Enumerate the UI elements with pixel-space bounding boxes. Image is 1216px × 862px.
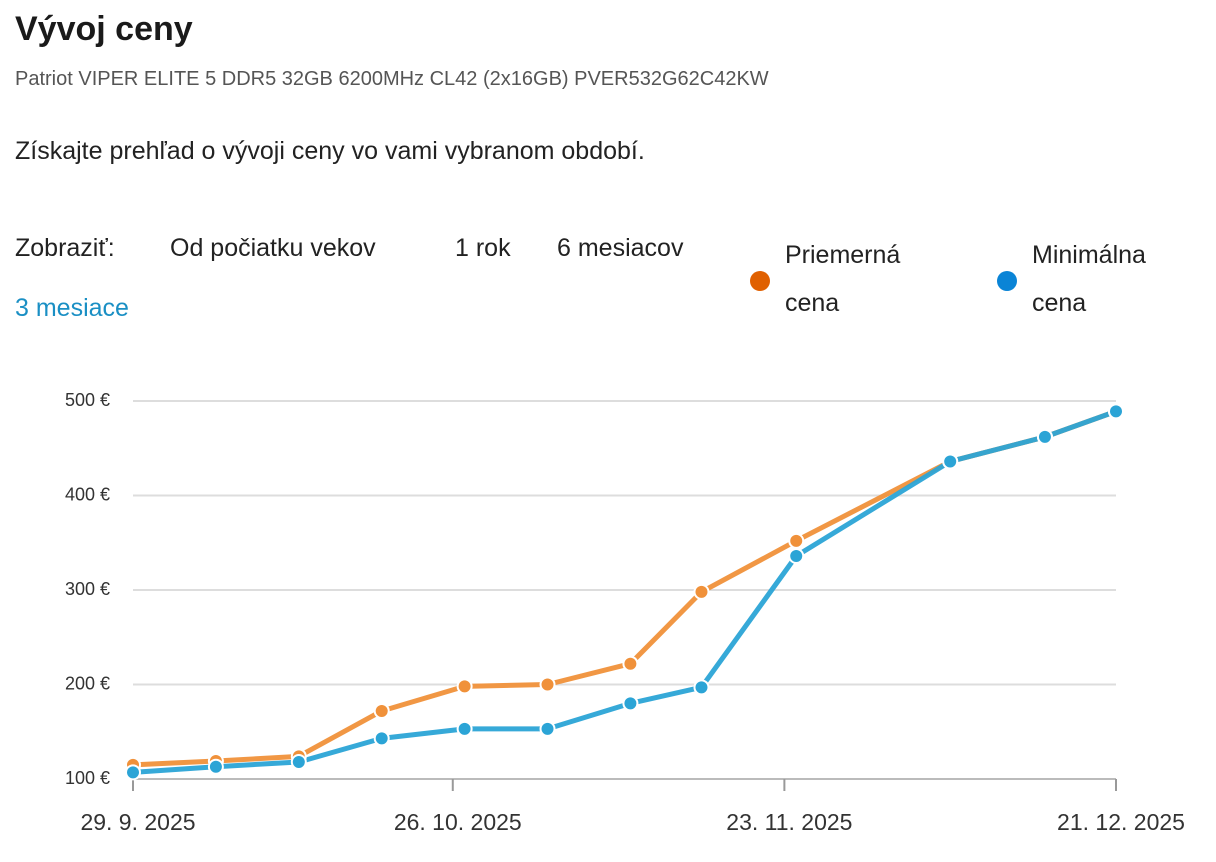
x-tick-label: 29. 9. 2025 xyxy=(80,809,195,835)
point xyxy=(693,583,710,600)
filter-option[interactable]: 6 mesiacov xyxy=(557,234,684,262)
y-tick-label: 300 € xyxy=(65,579,110,599)
point xyxy=(622,655,639,672)
x-tick-label: 21. 12. 2025 xyxy=(1057,809,1185,835)
point xyxy=(125,764,141,781)
x-tick-label: 23. 11. 2025 xyxy=(726,809,852,835)
point xyxy=(1108,403,1124,420)
point xyxy=(373,702,390,719)
legend-label[interactable]: Minimálna cena xyxy=(1032,241,1146,317)
legend-label[interactable]: Priemerná cena xyxy=(785,241,901,317)
filter-option[interactable]: Od počiatku vekov xyxy=(170,234,376,262)
filter-label: Zobraziť: xyxy=(15,234,115,262)
legend-marker xyxy=(997,271,1017,291)
line xyxy=(132,409,1117,775)
point xyxy=(539,676,556,693)
point xyxy=(1036,428,1053,445)
y-tick-label: 200 € xyxy=(65,673,110,693)
filter-option-active[interactable]: 3 mesiace xyxy=(15,294,129,322)
point xyxy=(942,453,959,470)
point xyxy=(539,720,556,737)
point xyxy=(788,547,805,564)
subtitle: Patriot VIPER ELITE 5 DDR5 32GB 6200MHz … xyxy=(15,68,769,90)
legend-marker xyxy=(750,271,770,291)
y-tick-label: 100 € xyxy=(65,768,110,788)
line xyxy=(132,409,1117,768)
point xyxy=(456,678,473,695)
description: Získajte prehľad o vývoji ceny vo vami v… xyxy=(15,137,645,165)
point xyxy=(622,695,639,712)
y-tick-label: 400 € xyxy=(65,484,110,504)
point xyxy=(788,532,805,549)
title: Vývoj ceny xyxy=(15,10,193,48)
x-tick-label: 26. 10. 2025 xyxy=(394,809,522,835)
y-tick-label: 500 € xyxy=(65,390,110,410)
point xyxy=(693,679,710,696)
point xyxy=(373,730,390,747)
point xyxy=(290,753,307,770)
point xyxy=(456,720,473,737)
point xyxy=(207,758,224,775)
filter-option[interactable]: 1 rok xyxy=(455,234,511,262)
